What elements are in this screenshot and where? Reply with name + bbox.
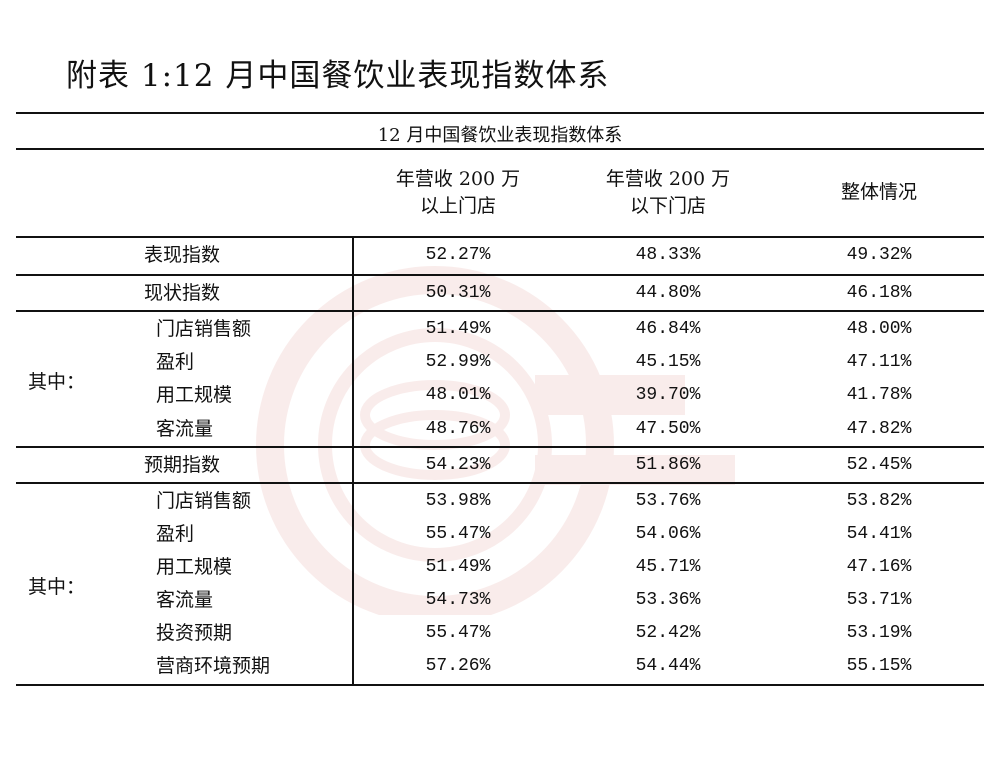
header-col2-line1: 年营收 200 万 — [605, 168, 731, 190]
value-overall: 54.41% — [846, 524, 912, 544]
value-under-200w: 47.50% — [635, 419, 701, 439]
value-overall: 55.15% — [846, 656, 912, 676]
header-col2: 年营收 200 万 以下门店 — [568, 166, 768, 220]
value-under-200w: 48.33% — [635, 245, 701, 265]
value-overall: 41.78% — [846, 385, 912, 405]
caption-bottom-rule — [16, 148, 984, 150]
value-overall: 47.82% — [846, 419, 912, 439]
group-label-expectation: 其中： — [28, 576, 86, 598]
row-label: 表现指数 — [144, 244, 221, 266]
value-over-200w: 54.73% — [425, 590, 491, 610]
row-label: 用工规模 — [156, 384, 233, 406]
value-over-200w: 52.27% — [425, 245, 491, 265]
table-bottom-rule — [16, 684, 984, 686]
row-rule — [16, 446, 984, 448]
row-label: 用工规模 — [156, 556, 233, 578]
header-col3: 整体情况 — [840, 181, 917, 203]
row-label: 门店销售额 — [156, 490, 252, 512]
table-caption: 12 月中国餐饮业表现指数体系 — [377, 125, 623, 146]
group-label-current: 其中： — [28, 371, 86, 393]
value-overall: 53.19% — [846, 623, 912, 643]
value-under-200w: 54.06% — [635, 524, 701, 544]
value-overall: 52.45% — [846, 455, 912, 475]
value-under-200w: 39.70% — [635, 385, 701, 405]
value-over-200w: 54.23% — [425, 455, 491, 475]
value-over-200w: 55.47% — [425, 524, 491, 544]
row-label: 现状指数 — [144, 282, 221, 304]
value-under-200w: 44.80% — [635, 283, 701, 303]
row-label: 客流量 — [156, 589, 214, 611]
value-over-200w: 57.26% — [425, 656, 491, 676]
header-col2-line2: 以下门店 — [629, 195, 706, 217]
value-over-200w: 51.49% — [425, 557, 491, 577]
header-col1-line2: 以上门店 — [419, 195, 496, 217]
value-under-200w: 51.86% — [635, 455, 701, 475]
value-over-200w: 53.98% — [425, 491, 491, 511]
header-col1: 年营收 200 万 以上门店 — [358, 166, 558, 220]
row-label: 营商环境预期 — [156, 655, 271, 677]
value-overall: 47.11% — [846, 352, 912, 372]
column-divider — [352, 236, 354, 686]
table-top-rule — [16, 112, 984, 114]
value-overall: 49.32% — [846, 245, 912, 265]
value-overall: 48.00% — [846, 319, 912, 339]
value-overall: 47.16% — [846, 557, 912, 577]
row-label: 客流量 — [156, 418, 214, 440]
row-rule — [16, 310, 984, 312]
document-title: 附表 1:12 月中国餐饮业表现指数体系 — [66, 58, 610, 94]
row-label: 盈利 — [156, 523, 195, 545]
row-rule — [16, 274, 984, 276]
row-label: 盈利 — [156, 351, 195, 373]
value-over-200w: 48.76% — [425, 419, 491, 439]
value-overall: 53.71% — [846, 590, 912, 610]
value-over-200w: 50.31% — [425, 283, 491, 303]
value-over-200w: 55.47% — [425, 623, 491, 643]
value-under-200w: 52.42% — [635, 623, 701, 643]
row-label: 门店销售额 — [156, 318, 252, 340]
value-under-200w: 45.71% — [635, 557, 701, 577]
value-over-200w: 48.01% — [425, 385, 491, 405]
value-overall: 46.18% — [846, 283, 912, 303]
row-label: 投资预期 — [156, 622, 233, 644]
value-overall: 53.82% — [846, 491, 912, 511]
value-under-200w: 45.15% — [635, 352, 701, 372]
value-over-200w: 52.99% — [425, 352, 491, 372]
header-bottom-rule — [16, 236, 984, 238]
value-under-200w: 53.76% — [635, 491, 701, 511]
value-over-200w: 51.49% — [425, 319, 491, 339]
value-under-200w: 54.44% — [635, 656, 701, 676]
header-col1-line1: 年营收 200 万 — [395, 168, 521, 190]
value-under-200w: 46.84% — [635, 319, 701, 339]
value-under-200w: 53.36% — [635, 590, 701, 610]
row-rule — [16, 482, 984, 484]
row-label: 预期指数 — [144, 454, 221, 476]
